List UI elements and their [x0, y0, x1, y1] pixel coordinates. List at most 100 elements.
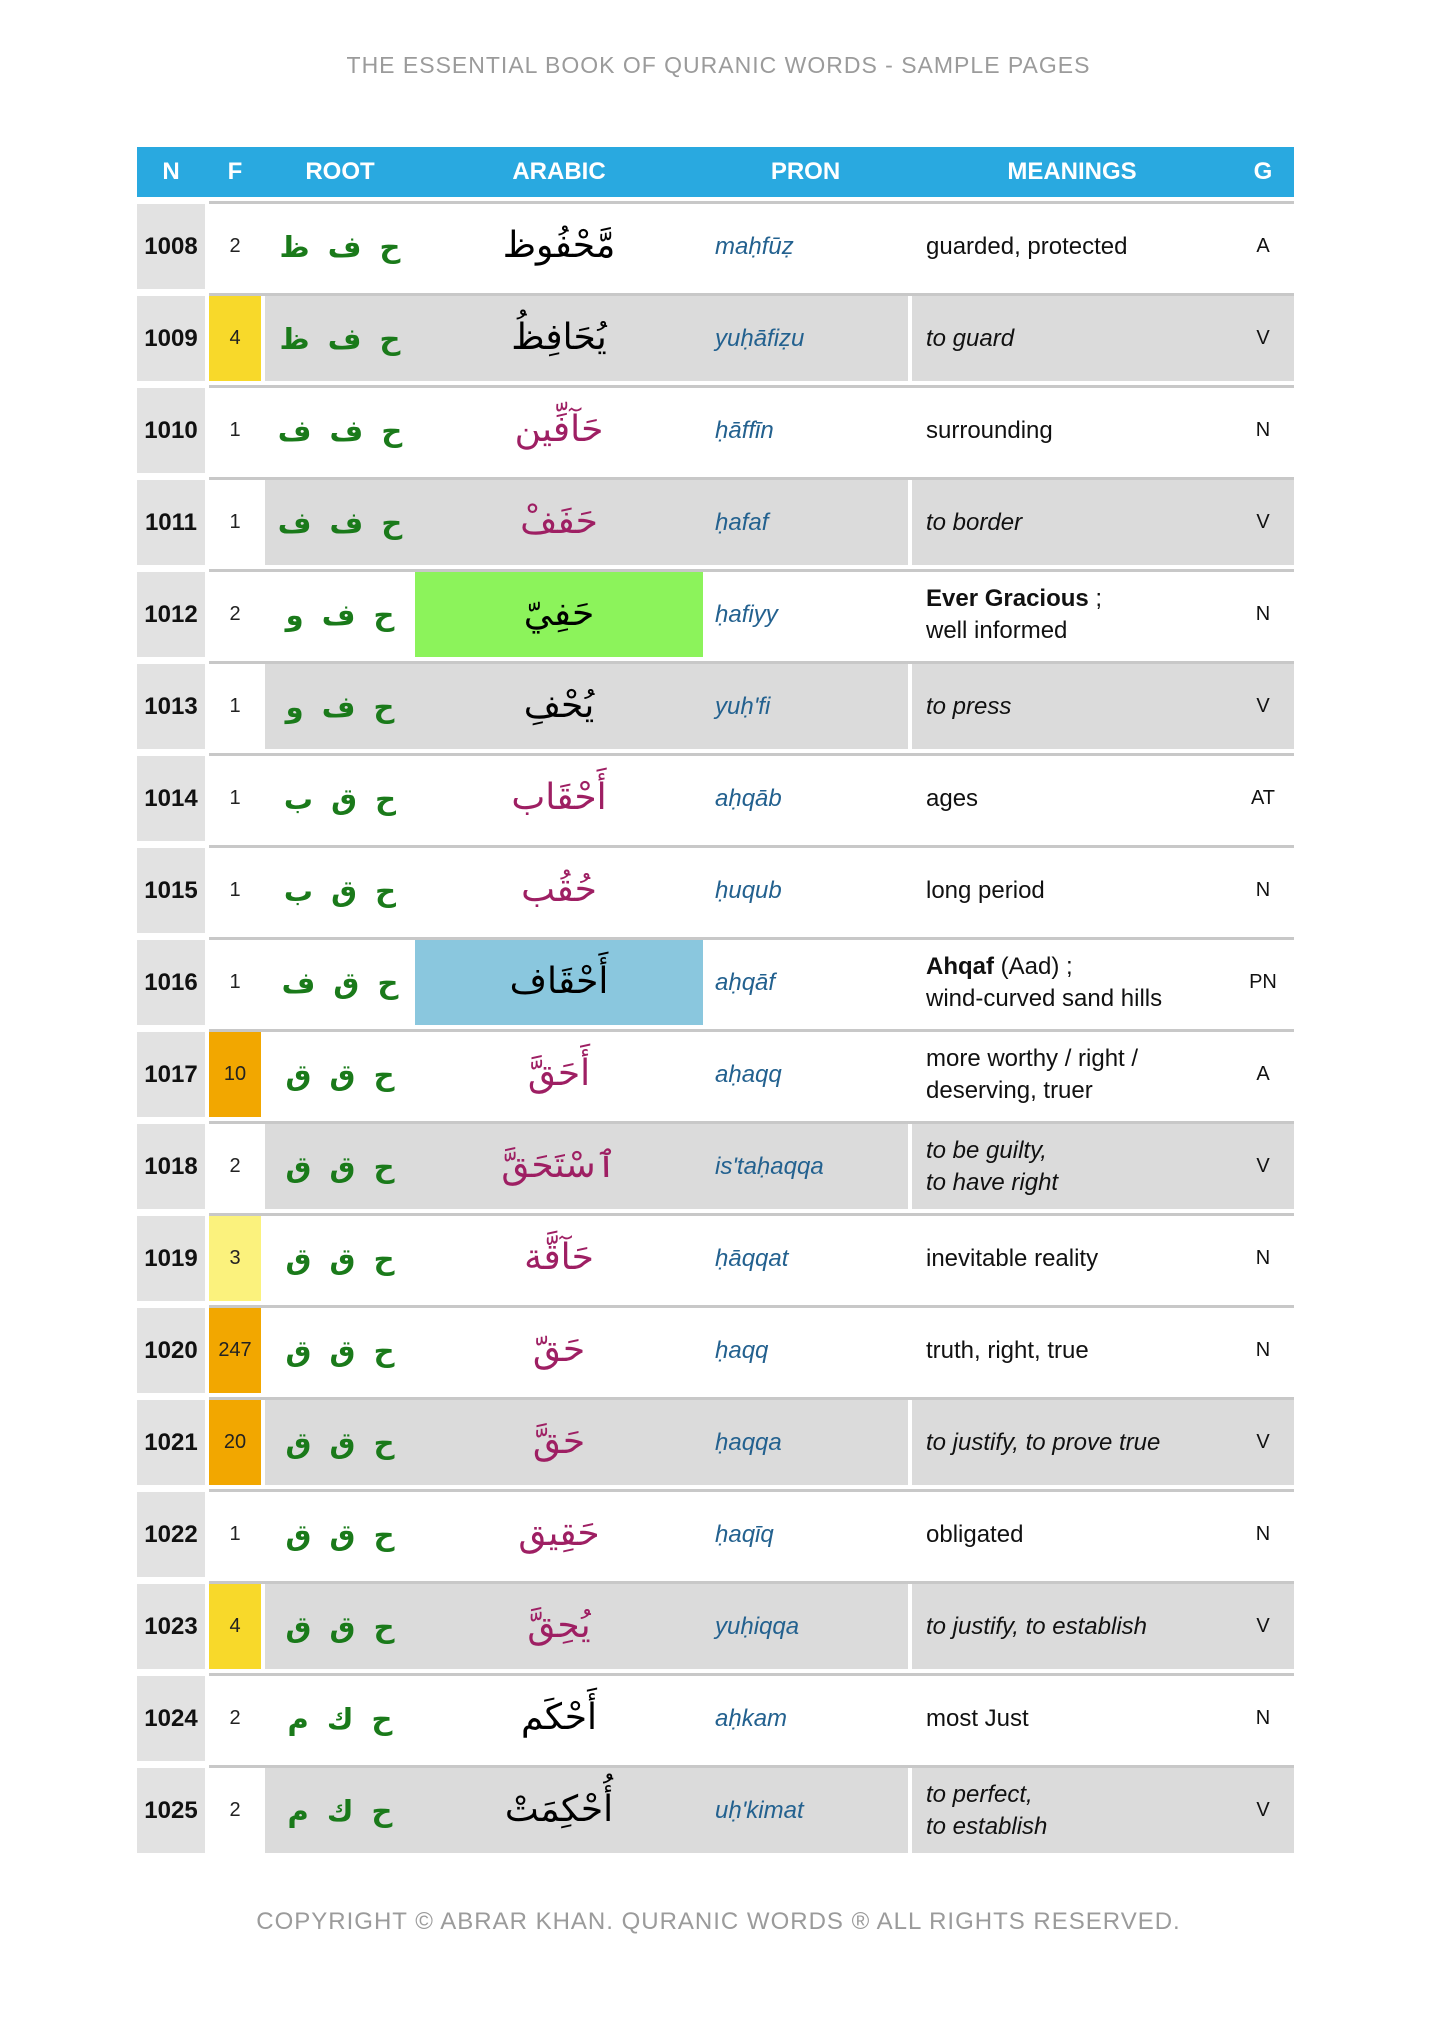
pronunciation-cell: is'taḥaqqa	[715, 1152, 824, 1180]
grammar-cell: V	[1256, 1431, 1270, 1453]
grammar-cell: N	[1255, 1523, 1271, 1545]
arabic-word-cell: يُحْفِ	[523, 685, 595, 727]
pronunciation-cell: ḥafaf	[715, 508, 769, 536]
meanings-grammar-block: ages AT	[912, 756, 1294, 841]
root-cell: ح ق ب	[283, 873, 397, 908]
row-body: 1 ح ق ف أَحْقَاف aḥqāf Ahqaf (Aad) ; wind-cur…	[209, 937, 1294, 1025]
root-cell: ح ق ق	[285, 1333, 395, 1368]
meanings-text: to be guilty, to have right	[926, 1137, 1059, 1196]
root-arabic-pron-block: ح ف ف حَفَفْ ḥafaf	[265, 480, 908, 565]
meanings-grammar-block: more worthy / right / deserving, truer A	[912, 1032, 1294, 1117]
table-row: 1025 2 ح ك م أُحْكِمَتْ uḥ'kimat to perfect, t…	[137, 1765, 1294, 1853]
meanings-cell: to border	[912, 480, 1232, 565]
table-header-row: N F ROOT ARABIC PRON MEANINGS G	[137, 147, 1294, 197]
row-body: 2 ح ف و حَفِيّ ḥafiyy Ever Gracious ; well in…	[209, 569, 1294, 657]
column-gap	[908, 940, 912, 1025]
frequency-cell: 2	[209, 204, 261, 289]
arabic-word-cell: مَّحْفُوظ	[502, 225, 616, 267]
arabic-word-cell: حُقُب	[521, 869, 597, 911]
root-arabic-pron-block: ح ق ق حَقَّ ḥaqqa	[265, 1400, 908, 1485]
column-gap	[908, 1584, 912, 1669]
arabic-word-cell: أَحْقَاب	[511, 777, 607, 819]
meanings-grammar-block: to justify, to prove true V	[912, 1400, 1294, 1485]
arabic-word-cell: حَقّ	[532, 1329, 586, 1371]
meanings-cell: long period	[912, 848, 1232, 933]
grammar-cell: PN	[1249, 971, 1277, 993]
n-cell: 1016	[137, 940, 205, 1025]
table-row: 1014 1 ح ق ب أَحْقَاب aḥqāb ages AT	[137, 753, 1294, 841]
root-arabic-pron-block: ح ف و يُحْفِ yuḥ'fi	[265, 664, 908, 749]
pronunciation-cell: uḥ'kimat	[715, 1796, 804, 1824]
table-row: 1022 1 ح ق ق حَقِيق ḥaqīq obligated N	[137, 1489, 1294, 1577]
root-arabic-pron-block: ح ك م أُحْكِمَتْ uḥ'kimat	[265, 1768, 908, 1853]
pronunciation-cell: ḥaqq	[715, 1336, 769, 1364]
row-body: 2 ح ق ق ٱسْتَحَقَّ is'taḥaqqa to be guilty, t…	[209, 1121, 1294, 1209]
n-cell: 1021	[137, 1400, 205, 1485]
column-gap	[908, 1308, 912, 1393]
n-cell: 1012	[137, 572, 205, 657]
root-cell: ح ق ف	[281, 965, 399, 1000]
copyright-footer: COPYRIGHT © ABRAR KHAN. QURANIC WORDS ® …	[256, 1908, 1181, 1935]
page-title: THE ESSENTIAL BOOK OF QURANIC WORDS - SA…	[346, 52, 1091, 78]
root-cell: ح ف ف	[277, 413, 403, 448]
column-gap	[908, 1400, 912, 1485]
meanings-text: long period	[926, 876, 1045, 904]
column-header-f: F	[227, 158, 243, 185]
arabic-word-cell: حَقِيق	[518, 1513, 600, 1555]
pronunciation-cell: yuḥiqqa	[715, 1612, 800, 1640]
meanings-cell: obligated	[912, 1492, 1232, 1577]
grammar-cell: V	[1256, 695, 1270, 717]
column-gap	[261, 1124, 265, 1209]
meanings-cell: Ahqaf (Aad) ; wind-curved sand hills	[912, 940, 1232, 1025]
pronunciation-cell: ḥaqqa	[715, 1428, 782, 1456]
pronunciation-cell: ḥaqīq	[715, 1520, 774, 1548]
grammar-cell: N	[1255, 1247, 1271, 1269]
root-arabic-pron-block: ح ق ق حَآقَّة ḥāqqat	[265, 1216, 908, 1301]
pronunciation-cell: yuḥāfiẓu	[715, 324, 805, 352]
column-gap	[908, 480, 912, 565]
frequency-cell: 3	[209, 1216, 261, 1301]
column-gap	[908, 1124, 912, 1209]
row-body: 1 ح ق ب أَحْقَاب aḥqāb ages AT	[209, 753, 1294, 841]
meanings-text: truth, right, true	[926, 1336, 1089, 1364]
root-arabic-pron-block: ح ف ظ يُحَافِظُ yuḥāfiẓu	[265, 296, 908, 381]
column-gap	[908, 1032, 912, 1117]
root-arabic-pron-block: ح ق ف أَحْقَاف aḥqāf	[265, 940, 908, 1025]
column-gap	[261, 296, 265, 381]
root-arabic-pron-block: ح ق ق حَقّ ḥaqq	[265, 1308, 908, 1393]
meanings-cell: more worthy / right / deserving, truer	[912, 1032, 1232, 1117]
column-gap	[908, 1216, 912, 1301]
meanings-grammar-block: Ever Gracious ; well informed N	[912, 572, 1294, 657]
table-row: 1019 3 ح ق ق حَآقَّة ḥāqqat inevitable realit…	[137, 1213, 1294, 1301]
frequency-cell: 4	[209, 296, 261, 381]
pronunciation-cell: aḥkam	[715, 1704, 788, 1732]
root-arabic-pron-block: ح ف ظ مَّحْفُوظ maḥfūẓ	[265, 204, 908, 289]
column-header-arabic: ARABIC	[512, 158, 606, 185]
meanings-text: ages	[926, 784, 979, 812]
table-row: 1010 1 ح ف ف حَآفِّين ḥāffīn surrounding N	[137, 385, 1294, 473]
row-body: 4 ح ف ظ يُحَافِظُ yuḥāfiẓu to guard V	[209, 293, 1294, 381]
column-gap	[908, 1676, 912, 1761]
root-cell: ح ق ق	[285, 1241, 395, 1276]
row-body: 2 ح ك م أُحْكِمَتْ uḥ'kimat to perfect, to es…	[209, 1765, 1294, 1853]
root-arabic-pron-block: ح ق ق أَحَقَّ aḥaqq	[265, 1032, 908, 1117]
column-gap	[261, 1584, 265, 1669]
column-gap	[261, 572, 265, 657]
root-arabic-pron-block: ح ق ق يُحِقَّ yuḥiqqa	[265, 1584, 908, 1669]
meanings-cell: to guard	[912, 296, 1232, 381]
root-cell: ح ف ظ	[279, 229, 401, 264]
column-gap	[261, 1768, 265, 1853]
grammar-cell: V	[1256, 1615, 1270, 1637]
meanings-text: to justify, to prove true	[926, 1428, 1161, 1456]
frequency-cell: 2	[209, 1768, 261, 1853]
root-cell: ح ق ق	[285, 1149, 395, 1184]
row-body: 2 ح ف ظ مَّحْفُوظ maḥfūẓ guarded, protected A	[209, 201, 1294, 289]
grammar-cell: N	[1255, 879, 1271, 901]
column-header-meanings: MEANINGS	[1007, 158, 1137, 185]
meanings-text: most Just	[926, 1704, 1029, 1732]
row-body: 1 ح ق ق حَقِيق ḥaqīq obligated N	[209, 1489, 1294, 1577]
root-cell: ح ف ظ	[279, 321, 401, 356]
meanings-grammar-block: to border V	[912, 480, 1294, 565]
root-cell: ح ف و	[285, 689, 395, 724]
table-row: 1011 1 ح ف ف حَفَفْ ḥafaf to border V	[137, 477, 1294, 565]
